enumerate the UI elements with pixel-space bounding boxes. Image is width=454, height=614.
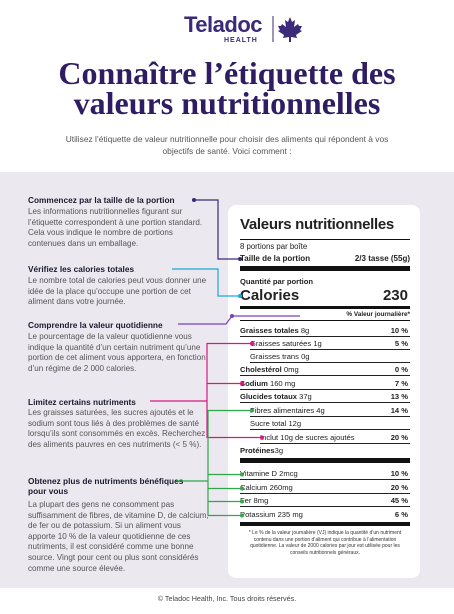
nutrient-row: Graisses totales 8g 10 % [240,324,410,337]
nutrient-row: Cholestérol 0mg 0 % [240,363,410,376]
nutrient-amount: 4g [316,406,325,415]
nutrient-name: Vitamine D [240,469,278,478]
nutrient-name: Inclut 10g de sucres ajoutés [260,433,355,442]
nutrient-row: Glucides totaux 37g 13 % [240,390,410,403]
title: Connaître l’étiquette des valeurs nutrit… [0,55,454,121]
nutrient-amount: 12g [288,419,302,428]
label-rule [240,458,410,463]
serving-size-label: Taille de la portion [240,254,311,263]
nutrient-dv: 5 % [394,339,408,348]
nutrient-dv: 10 % [390,469,408,478]
nutrient-row: Fer 8mg 45 % [240,494,410,507]
nutrient-amount: 160 mg [269,379,296,388]
nutrient-name: Sodium [240,379,268,388]
nutrient-name: Sucre total [250,419,287,428]
label-title: Valeurs nutritionnelles [240,216,394,233]
label-rule [240,320,410,321]
section-heading: Limitez certains nutriments [28,397,136,407]
nutrient-name: Glucides totaux [240,392,297,401]
label-footnote: * Le % de la valeur journalière (VJ) ind… [248,530,402,556]
nutrient-amount: 8g [300,326,310,335]
nutrient-amount: 37g [299,392,312,401]
maple-leaf [278,17,302,42]
nutrient-name: Graisses totales [240,326,299,335]
section-text: Le pourcentage de la valeur quotidienne … [28,332,206,373]
section-text: Les graisses saturées, les sucres ajouté… [28,408,206,449]
section-heading: Comprendre la valeur quotidienne [28,320,163,330]
nutrient-row: Calcium 260mg 20 % [240,481,410,494]
calories-label: Calories [240,287,300,304]
logo: Teladoc [184,12,263,37]
section-heading: Obtenez plus de nutriments bénéfiques po… [28,476,184,496]
nutrient-row: Protéines3g [240,444,410,457]
nutrient-row: Potassium 235 mg 6 % [240,508,410,521]
label-rule [240,239,410,240]
nutrient-dv: 45 % [390,496,408,505]
label-rule [240,522,410,526]
section-text: Les informations nutritionnelles figuran… [28,207,203,248]
nutrient-name: Fer [240,496,252,505]
serving-size: 2/3 tasse (55g) [354,254,410,263]
nutrient-dv: 7 % [394,379,408,388]
nutrient-amount: 2mcg [279,469,298,478]
nutrient-name: Calcium [240,483,268,492]
nutrient-row: Inclut 10g de sucres ajoutés 20 % [260,431,410,444]
nutrient-row: Vitamine D 2mcg 10 % [240,467,410,480]
label-rule [240,306,410,309]
nutrient-dv: 20 % [390,483,408,492]
nutrient-amount: 260mg [269,483,293,492]
nutrient-dv: 0 % [394,365,408,374]
section-text: Le nombre total de calories peut vous do… [28,276,207,307]
intro: Utilisez l’étiquette de valeur nutrition… [65,134,389,156]
nutrient-amount: 1g [313,339,322,348]
nutrient-name: Fibres alimentaires [250,406,315,415]
nutrient-name: Protéines [240,446,275,455]
amount-per-serving: Quantité par portion [240,277,313,286]
section-heading: Commencez par la taille de la portion [28,195,175,205]
nutrient-amount: 8mg [253,496,269,505]
nutrient-name: Graisses saturées [250,339,312,348]
nutrient-name: Potassium [240,510,276,519]
nutrient-dv: 13 % [390,392,408,401]
title-line: Connaître l’étiquette des [58,55,396,91]
nutrient-amount: 235 mg [277,510,303,519]
nutrient-amount: 3g [274,446,284,455]
nutrient-row: Graisses trans 0g [250,350,410,363]
nutrient-row: Fibres alimentaires 4g 14 % [250,404,410,417]
section-text: La plupart des gens ne consomment pas su… [28,500,209,573]
footer: © Teladoc Health, Inc. Tous droits réser… [157,594,297,603]
nutrient-name: Cholestérol [240,365,282,374]
nutrient-dv: 14 % [390,406,408,415]
nutrient-row: Sucre total 12g [250,417,410,430]
logo-mark [272,16,302,42]
section-heading: Vérifiez les calories totales [28,264,135,274]
dv-header: % Valeur journalière* [346,311,410,318]
nutrient-dv: 20 % [390,433,408,442]
title-line: valeurs nutritionnelles [73,85,381,121]
logo-sub: HEALTH [224,37,258,44]
nutrient-amount: 0mg [283,365,299,374]
calories: 230 [382,287,408,304]
nutrient-amount: 0g [301,352,310,361]
nutrient-row: Sodium 160 mg 7 % [240,377,410,390]
label-rule [240,266,410,271]
nutrient-name: Graisses trans [250,352,299,361]
nutrient-dv: 6 % [394,510,408,519]
nutrient-row: Graisses saturées 1g 5 % [250,337,410,350]
nutrient-dv: 10 % [390,326,408,335]
label-servings: 8 portions par boîte [240,242,308,251]
